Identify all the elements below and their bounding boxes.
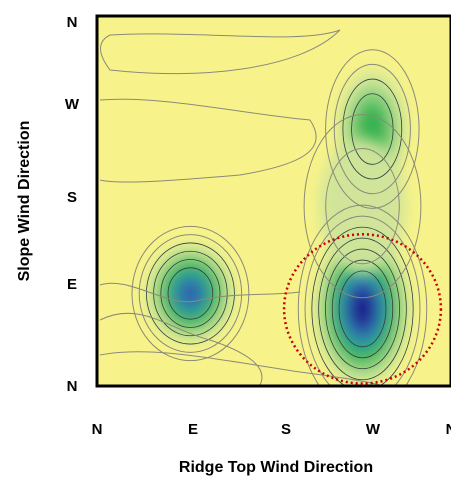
density-peaks xyxy=(147,70,411,386)
contour-lines xyxy=(99,29,428,386)
x-axis-label: Ridge Top Wind Direction xyxy=(179,459,373,476)
highlight-circle xyxy=(282,233,443,385)
background-contours xyxy=(99,29,381,386)
y-tick-label: N xyxy=(67,14,78,31)
peak-contours xyxy=(325,49,420,209)
plot-area xyxy=(97,16,451,386)
density-peak xyxy=(147,243,234,344)
x-tick-label: E xyxy=(188,421,198,438)
peak-contours xyxy=(297,204,428,386)
x-tick-label: N xyxy=(92,421,103,438)
y-tick-label: W xyxy=(65,96,80,113)
density-peak xyxy=(314,232,411,386)
y-tick-label: N xyxy=(67,378,78,395)
x-tick-label: W xyxy=(366,421,381,438)
peak-contours xyxy=(303,114,422,299)
density-peak xyxy=(319,138,406,274)
x-tick-label: S xyxy=(281,421,291,438)
y-tick-label: E xyxy=(67,276,77,293)
y-axis-label: Slope Wind Direction xyxy=(16,121,33,282)
plot-frame xyxy=(95,14,451,388)
x-tick-label: N xyxy=(446,421,451,438)
y-tick-label: S xyxy=(67,189,77,206)
peak-contours xyxy=(131,225,250,362)
y-axis-ticks: N W S E N xyxy=(65,14,80,395)
